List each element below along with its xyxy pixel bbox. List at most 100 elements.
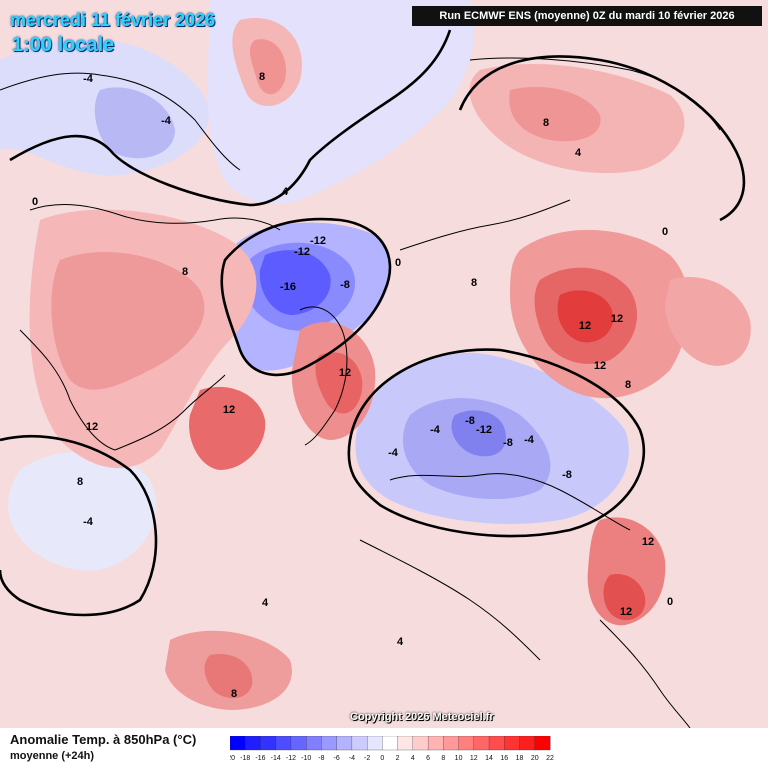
color-swatch [321,736,338,751]
contour-label: -16 [280,281,296,293]
warm-anomaly-core-pacific-south [204,654,253,699]
contour-label: 4 [397,636,404,648]
coastline-us-east [114,374,226,451]
zero-contours [0,29,746,617]
contour-label: 8 [182,266,188,278]
color-swatch [230,736,246,751]
color-swatch [473,736,490,751]
contour-label: 12 [594,360,606,372]
coastline-greenland [299,306,348,446]
contour-label: -8 [503,437,513,449]
color-swatch [275,736,292,751]
cold-anomaly-core-canada [259,250,331,315]
cold-anomaly-core-north-pacific [94,87,175,159]
color-swatch [412,736,429,751]
color-scale-tick: -12 [286,755,296,762]
warm-anomaly-core-siberia-north [509,86,601,142]
contour-label: 4 [575,147,582,159]
contour-label: 12 [611,313,623,325]
map-title: Anomalie Temp. à 850hPa (°C) [10,732,197,747]
contour-label: 0 [32,196,38,208]
contour-label: 12 [620,606,632,618]
color-swatch [290,736,307,751]
coastline-mediterranean [359,539,541,661]
contour-label: -4 [524,434,535,446]
color-swatch [351,736,368,751]
color-scale-tick: 22 [546,755,554,762]
warm-anomaly-core-greenland [315,352,363,414]
color-scale-tick: 16 [500,755,508,762]
contour-label: -4 [430,424,441,436]
color-swatch [443,736,460,751]
coastline-siberia-north [399,199,571,251]
color-scale-tick: 18 [516,755,524,762]
color-scale-tick: -4 [349,755,355,762]
contour-label: -4 [83,73,94,85]
color-scale-tick: -6 [334,755,340,762]
contour-label: 4 [282,186,289,198]
color-swatches [230,736,551,751]
contour-label: -12 [294,246,310,258]
run-info-banner: Run ECMWF ENS (moyenne) 0Z du mardi 10 f… [412,6,762,26]
coastline-alaska [0,72,241,171]
color-swatch [306,736,322,751]
cold-anomaly-core-eurasia [451,410,506,457]
color-scale-tick: -8 [318,755,324,762]
contour-label: 12 [223,404,235,416]
color-scale-tick: -14 [271,755,281,762]
temperature-anomaly-map: -16 -12 -12 -8 -8 -8 -4 -4 -4 -4 -4 0 0 … [0,0,768,728]
zero-contour-atlantic [0,434,158,617]
color-scale-tick: -18 [240,755,250,762]
contour-label: 8 [231,688,237,700]
color-scale-tick: 20 [531,755,539,762]
color-swatch [366,736,383,751]
contour-label: 8 [471,277,477,289]
zero-contour-eurasia [347,348,646,538]
contour-label: -8 [340,279,350,291]
legend-bar: Anomalie Temp. à 850hPa (°C) moyenne (+2… [0,728,768,768]
contour-label: 0 [395,257,401,269]
coastline-us-west [19,329,116,451]
copyright-notice: Copyright 2026 Meteociel.fr [350,711,494,723]
zero-contour-canada [220,217,392,377]
color-swatch [336,736,353,751]
contour-label: 12 [339,367,351,379]
color-scale-tick: 10 [455,755,463,762]
zero-contour-north [9,29,452,207]
contour-label: 12 [86,421,98,433]
contour-label: 8 [77,476,83,488]
contour-label: 4 [262,597,269,609]
color-swatch [504,736,520,751]
contour-label: -4 [388,447,399,459]
color-scale-tick: 8 [441,755,445,762]
contour-labels: -16 -12 -12 -8 -8 -8 -4 -4 -4 -4 -4 0 0 … [32,71,673,700]
warm-anomaly-region-far-east [665,276,751,366]
contour-label: 8 [543,117,549,129]
anomaly-fields [0,0,751,710]
contour-label: 8 [625,379,631,391]
coastline-europe-asia [389,473,631,531]
contour-label: -8 [562,469,572,481]
contour-label: -4 [83,516,94,528]
color-swatch [458,736,475,751]
color-swatch [427,736,444,751]
forecast-date: mercredi 11 février 2026 [10,10,216,30]
color-scale-tick: 4 [411,755,415,762]
color-swatch [260,736,277,751]
contour-label: -8 [465,415,475,427]
warm-anomaly-core-atlantic [189,386,266,470]
color-swatch [382,736,399,751]
color-scale-tick: 0 [380,755,384,762]
contour-label: 12 [579,320,591,332]
cold-anomaly-region-atlantic [8,451,157,571]
coastline-canada-north [29,204,281,231]
color-scale-tick: -16 [255,755,265,762]
contour-label: -4 [161,115,172,127]
contour-label: 0 [667,596,673,608]
color-swatch [397,736,414,751]
color-swatch [245,736,261,751]
contour-label: 8 [259,71,265,83]
coastlines [0,57,721,728]
warm-anomaly-core-siberia [557,290,614,343]
